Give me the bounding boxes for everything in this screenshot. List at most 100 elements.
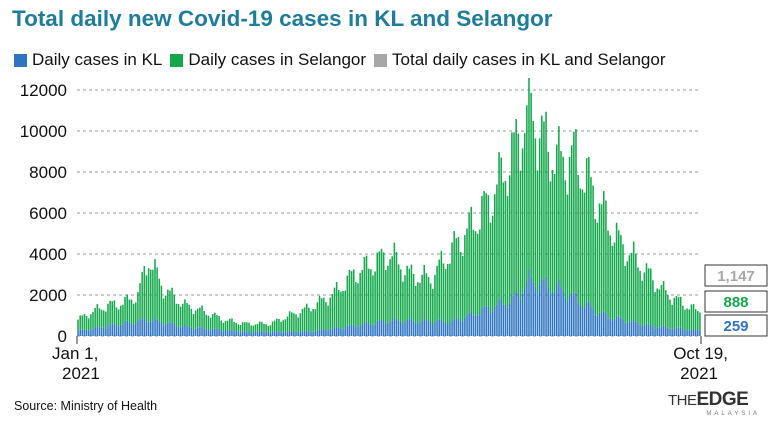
- bar-kl: [81, 329, 84, 336]
- bar-kl: [568, 295, 571, 336]
- bar-kl: [617, 316, 620, 336]
- bar-kl: [660, 326, 663, 336]
- bar-selangor: [573, 131, 575, 293]
- bar-selangor: [350, 271, 353, 325]
- bar-kl: [111, 324, 114, 336]
- callout-box: [704, 264, 768, 287]
- bar-selangor: [481, 195, 483, 308]
- bar-selangor: [570, 145, 573, 294]
- source-note: Source: Ministry of Health: [14, 399, 158, 413]
- bar-selangor: [214, 312, 216, 329]
- bar-selangor: [107, 303, 109, 326]
- bar-kl: [602, 311, 605, 336]
- bar-selangor: [173, 294, 176, 324]
- bar-selangor: [115, 307, 118, 326]
- bar-kl: [158, 321, 161, 336]
- bar-kl: [489, 312, 492, 336]
- bar-selangor: [184, 299, 186, 325]
- bar-selangor: [122, 304, 124, 325]
- bar-kl: [271, 331, 274, 336]
- bar-kl: [697, 330, 699, 336]
- bar-kl: [645, 323, 648, 336]
- bar-selangor: [673, 297, 676, 329]
- bar-kl: [107, 325, 109, 336]
- bar-kl: [677, 327, 680, 336]
- bar-kl: [555, 284, 558, 336]
- bar-kl: [77, 330, 79, 336]
- bar-kl: [209, 330, 212, 336]
- bar-selangor: [472, 229, 475, 316]
- bar-selangor: [479, 229, 481, 315]
- bar-selangor: [218, 316, 220, 330]
- bar-kl: [105, 328, 107, 336]
- bar-selangor: [679, 296, 682, 328]
- bar-selangor: [229, 318, 231, 330]
- bar-selangor: [100, 309, 103, 328]
- bar-selangor: [329, 297, 332, 330]
- bar-selangor: [500, 157, 502, 300]
- bar-selangor: [154, 259, 156, 319]
- bar-kl: [94, 327, 96, 336]
- bar-selangor: [538, 138, 541, 286]
- bar-selangor: [408, 268, 411, 320]
- bar-kl: [611, 320, 614, 336]
- bar-selangor: [128, 299, 131, 323]
- bar-selangor: [389, 259, 391, 322]
- bar-selangor: [333, 287, 336, 328]
- bar-selangor: [564, 180, 567, 298]
- bar-selangor: [355, 282, 357, 327]
- bar-kl: [164, 324, 167, 336]
- bar-kl: [365, 321, 368, 336]
- bar-kl: [113, 323, 116, 336]
- bar-selangor: [600, 204, 603, 314]
- bar-kl: [352, 324, 355, 336]
- bar-selangor: [216, 315, 218, 329]
- bar-kl: [543, 279, 545, 336]
- bar-kl: [466, 315, 468, 336]
- bar-selangor: [143, 266, 146, 319]
- bar-kl: [545, 276, 547, 336]
- bar-selangor: [438, 259, 440, 320]
- chart-title: Total daily new Covid-19 cases in KL and…: [12, 6, 553, 31]
- bar-selangor: [609, 235, 611, 319]
- bar-selangor: [284, 319, 287, 333]
- bar-selangor: [79, 315, 81, 330]
- bar-selangor: [273, 320, 276, 332]
- bar-selangor: [288, 311, 291, 331]
- bar-selangor: [81, 315, 84, 330]
- bar-kl: [186, 326, 188, 336]
- bar-kl: [600, 313, 603, 336]
- bar-selangor: [534, 138, 537, 287]
- bar-selangor: [617, 230, 620, 317]
- bar-kl: [327, 330, 329, 336]
- bar-kl: [664, 326, 667, 336]
- bar-kl: [528, 268, 530, 336]
- bar-selangor: [380, 248, 383, 320]
- bar-kl: [299, 331, 302, 336]
- bar-selangor: [301, 308, 304, 332]
- bar-kl: [615, 315, 618, 336]
- bar-kl: [541, 278, 543, 336]
- bar-kl: [128, 322, 131, 336]
- bar-kl: [314, 331, 317, 336]
- bar-selangor: [145, 275, 148, 323]
- bar-selangor: [342, 290, 344, 329]
- bar-selangor: [348, 269, 351, 325]
- bar-kl: [393, 317, 396, 336]
- bar-selangor: [167, 289, 169, 323]
- bar-kl: [594, 314, 596, 336]
- bar-kl: [126, 320, 128, 336]
- bar-selangor: [677, 297, 680, 328]
- bar-kl: [414, 323, 417, 336]
- bar-selangor: [188, 304, 190, 327]
- bar-kl: [98, 327, 101, 336]
- bar-kl: [199, 327, 201, 336]
- bar-selangor: [271, 321, 274, 332]
- bar-selangor: [637, 267, 639, 325]
- bar-kl: [504, 304, 507, 336]
- bar-kl: [323, 329, 325, 336]
- bar-selangor: [551, 169, 554, 292]
- bar-selangor: [419, 282, 421, 323]
- bar-kl: [267, 332, 270, 336]
- bar-kl: [220, 330, 223, 336]
